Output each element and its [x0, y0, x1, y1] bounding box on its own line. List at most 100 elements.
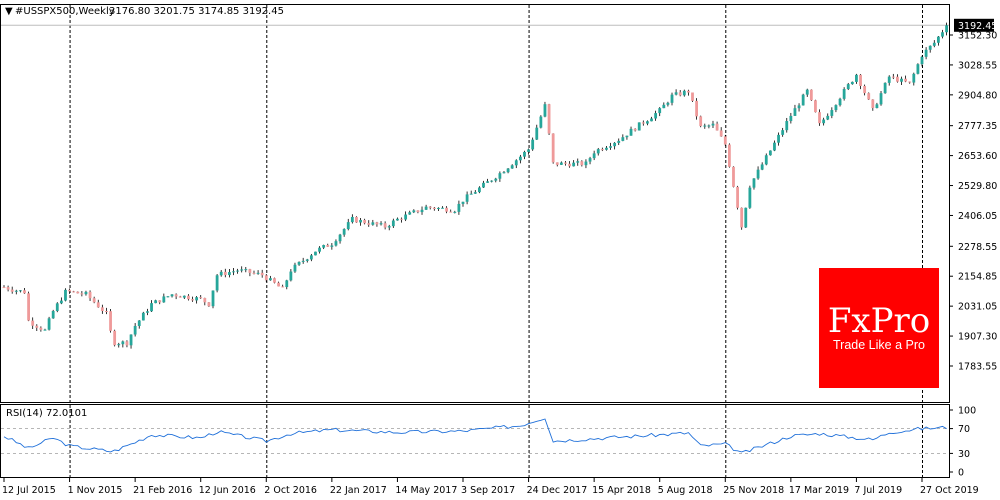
candle-bull	[850, 81, 854, 85]
candle-bull	[437, 207, 440, 209]
candle-bull	[469, 193, 473, 195]
candle-bear	[199, 297, 203, 299]
candle-bull	[350, 216, 354, 223]
candle-bull	[166, 296, 170, 298]
price-tick-label: 2406.05	[958, 211, 997, 222]
candle-bull	[572, 162, 576, 167]
candle-bull	[924, 49, 928, 57]
logo-tagline: Trade Like a Pro	[833, 338, 925, 352]
candle-bear	[174, 294, 178, 297]
rsi-label: RSI(14) 72.0101	[6, 408, 87, 419]
candle-bull	[621, 137, 625, 141]
candle-bear	[125, 341, 129, 346]
candle-bull	[133, 325, 137, 335]
candle-bear	[715, 123, 719, 131]
candle-bull	[797, 105, 801, 109]
candle-bull	[793, 108, 797, 116]
candle-bull	[662, 104, 666, 109]
candle-bull	[182, 295, 186, 298]
candle-bear	[445, 207, 449, 212]
candle-bull	[129, 334, 133, 346]
candle-bull	[342, 229, 346, 235]
candle-bull	[396, 218, 399, 221]
logo-brand: FxPro	[828, 301, 930, 341]
candle-bull	[588, 158, 592, 162]
candle-bull	[297, 261, 301, 265]
candle-bear	[691, 92, 694, 101]
candle-bull	[457, 203, 461, 212]
candle-bull	[494, 178, 498, 181]
candle-bear	[207, 302, 211, 307]
candle-bear	[740, 207, 744, 228]
candle-bull	[211, 290, 215, 307]
candle-bull	[822, 119, 826, 124]
time-tick-label: 25 Nov 2018	[723, 485, 784, 496]
candle-bear	[580, 161, 584, 166]
candle-bear	[23, 290, 26, 294]
time-tick-label: 12 Jun 2016	[199, 485, 256, 496]
candle-bull	[900, 78, 903, 82]
candle-bear	[10, 289, 14, 292]
time-tick-label: 24 Dec 2017	[527, 485, 588, 496]
chart-symbol: #USSPX500,Weekly	[15, 6, 115, 17]
candle-bull	[609, 146, 612, 148]
time-tick-label: 27 Oct 2019	[920, 485, 979, 496]
candle-bull	[855, 74, 858, 82]
candle-bull	[707, 125, 711, 127]
candle-bull	[195, 297, 199, 301]
time-tick-label: 15 Apr 2018	[592, 485, 651, 496]
candle-bull	[879, 93, 883, 105]
candle-bull	[510, 165, 514, 169]
candle-bull	[801, 94, 805, 106]
candle-bull	[268, 278, 272, 281]
candle-bear	[264, 275, 268, 281]
candle-bull	[637, 122, 641, 131]
candle-bull	[240, 269, 244, 271]
last-price-tag	[954, 18, 994, 32]
candle-bull	[838, 98, 842, 106]
candle-bear	[727, 144, 731, 167]
candle-bull	[55, 303, 59, 311]
candle-bull	[441, 207, 444, 209]
candle-bull	[920, 56, 924, 65]
candle-bull	[711, 123, 715, 126]
candle-bull	[391, 220, 395, 227]
candle-bull	[150, 303, 153, 312]
candle-bull	[318, 247, 321, 252]
candle-bear	[859, 74, 862, 86]
candle-bear	[80, 293, 84, 295]
candle-bull	[703, 125, 707, 127]
candle-bull	[584, 161, 588, 166]
candle-bull	[629, 128, 633, 136]
candle-bull	[752, 178, 756, 188]
candle-bear	[814, 100, 817, 113]
candle-bull	[293, 264, 297, 272]
candle-bull	[244, 269, 248, 271]
candle-bull	[576, 161, 580, 163]
candle-bear	[896, 76, 899, 82]
candle-bear	[2, 287, 6, 289]
candle-bull	[928, 45, 932, 50]
candle-bull	[535, 127, 539, 140]
candle-bear	[191, 299, 194, 301]
price-panel-frame	[0, 4, 950, 403]
candle-bear	[72, 291, 76, 293]
candle-bear	[39, 327, 43, 330]
candle-bull	[84, 291, 88, 295]
candle-bear	[547, 104, 551, 134]
candle-bull	[789, 115, 793, 122]
candle-bull	[945, 25, 948, 33]
candle-bull	[137, 320, 141, 326]
candle-bull	[773, 142, 776, 151]
candle-bear	[891, 76, 895, 78]
candle-bull	[236, 270, 239, 272]
candle-bull	[514, 160, 518, 166]
candle-bull	[592, 153, 596, 159]
candle-bull	[232, 271, 235, 273]
candle-bear	[600, 149, 604, 151]
candle-bull	[531, 139, 535, 150]
candle-bull	[14, 290, 18, 292]
candle-bear	[863, 85, 867, 94]
candle-bull	[826, 115, 830, 120]
candle-bull	[486, 181, 489, 183]
